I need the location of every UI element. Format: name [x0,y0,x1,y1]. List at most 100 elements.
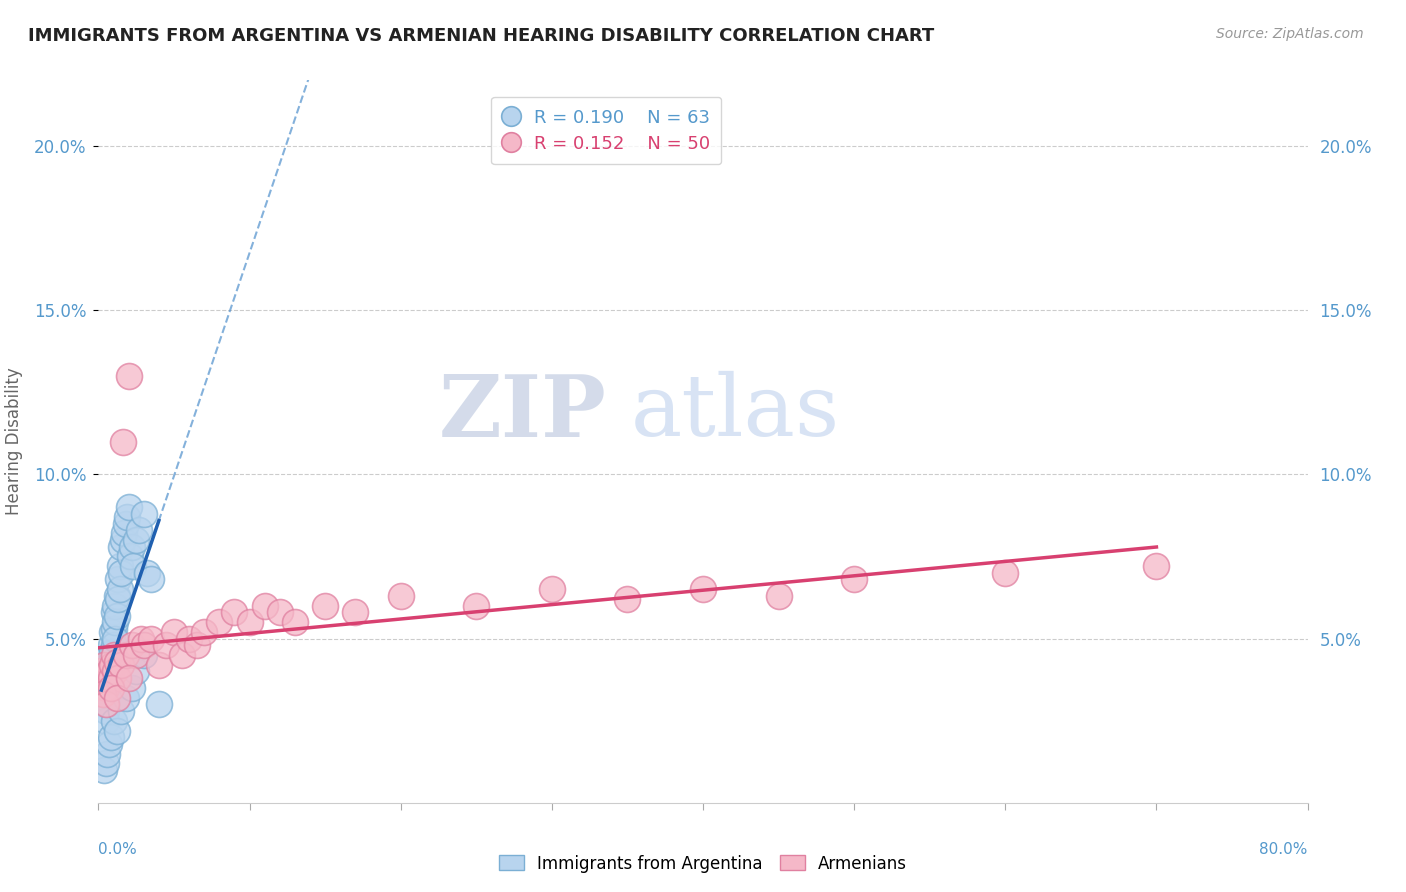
Point [186,638,208,652]
Point [96,671,118,685]
Point [98,681,121,695]
Point [111,533,134,547]
Point [94,671,117,685]
Point [121,540,143,554]
Point [91,681,114,695]
Point [132,638,155,652]
Point [100,681,122,695]
Point [118,500,141,515]
Point [844,573,866,587]
Point [96,674,118,689]
Point [112,526,135,541]
Point [110,657,132,672]
Point [94,690,117,705]
Point [105,655,128,669]
Point [125,533,148,547]
Point [91,671,114,685]
Point [114,648,136,662]
Point [96,698,118,712]
Point [107,573,129,587]
Point [93,698,115,712]
Point [94,704,117,718]
Point [768,589,790,603]
Point [103,622,125,636]
Point [94,681,117,695]
Point [110,566,132,580]
Point [98,737,121,751]
Point [193,625,215,640]
Point [101,625,124,640]
Point [465,599,488,613]
Point [148,657,170,672]
Point [98,648,121,662]
Point [91,687,114,701]
Point [129,632,152,646]
Point [108,582,131,597]
Point [122,559,145,574]
Point [125,648,148,662]
Point [103,714,125,728]
Point [101,645,124,659]
Point [93,763,115,777]
Point [104,632,127,646]
Point [90,665,112,679]
Point [100,655,122,669]
Point [108,559,131,574]
Point [120,549,142,564]
Point [100,671,122,685]
Legend: Immigrants from Argentina, Armenians: Immigrants from Argentina, Armenians [492,848,914,880]
Point [100,730,122,744]
Point [90,665,112,679]
Point [616,592,638,607]
Point [132,507,155,521]
Text: 80.0%: 80.0% [1260,842,1308,857]
Point [128,523,150,537]
Point [121,638,143,652]
Point [692,582,714,597]
Point [107,592,129,607]
Point [93,677,115,691]
Point [118,368,141,383]
Point [103,657,125,672]
Point [179,632,201,646]
Point [114,690,136,705]
Point [96,681,118,695]
Point [105,589,128,603]
Point [114,516,136,531]
Point [91,671,114,685]
Point [104,665,127,679]
Point [141,573,163,587]
Text: atlas: atlas [630,371,839,454]
Point [103,648,125,662]
Point [93,687,115,701]
Point [105,723,128,738]
Point [115,510,138,524]
Point [101,657,124,672]
Point [239,615,262,630]
Point [224,605,246,619]
Point [103,605,125,619]
Point [314,599,336,613]
Point [163,625,186,640]
Point [105,608,128,623]
Point [100,638,122,652]
Point [96,657,118,672]
Point [100,671,122,685]
Point [170,648,193,662]
Point [110,704,132,718]
Point [110,540,132,554]
Point [94,756,117,771]
Point [389,589,412,603]
Point [994,566,1017,580]
Point [105,690,128,705]
Point [121,681,143,695]
Point [94,714,117,728]
Point [98,665,121,679]
Point [344,605,367,619]
Point [125,665,148,679]
Point [98,665,121,679]
Point [118,671,141,685]
Point [107,671,129,685]
Point [155,638,177,652]
Text: 0.0%: 0.0% [98,842,138,857]
